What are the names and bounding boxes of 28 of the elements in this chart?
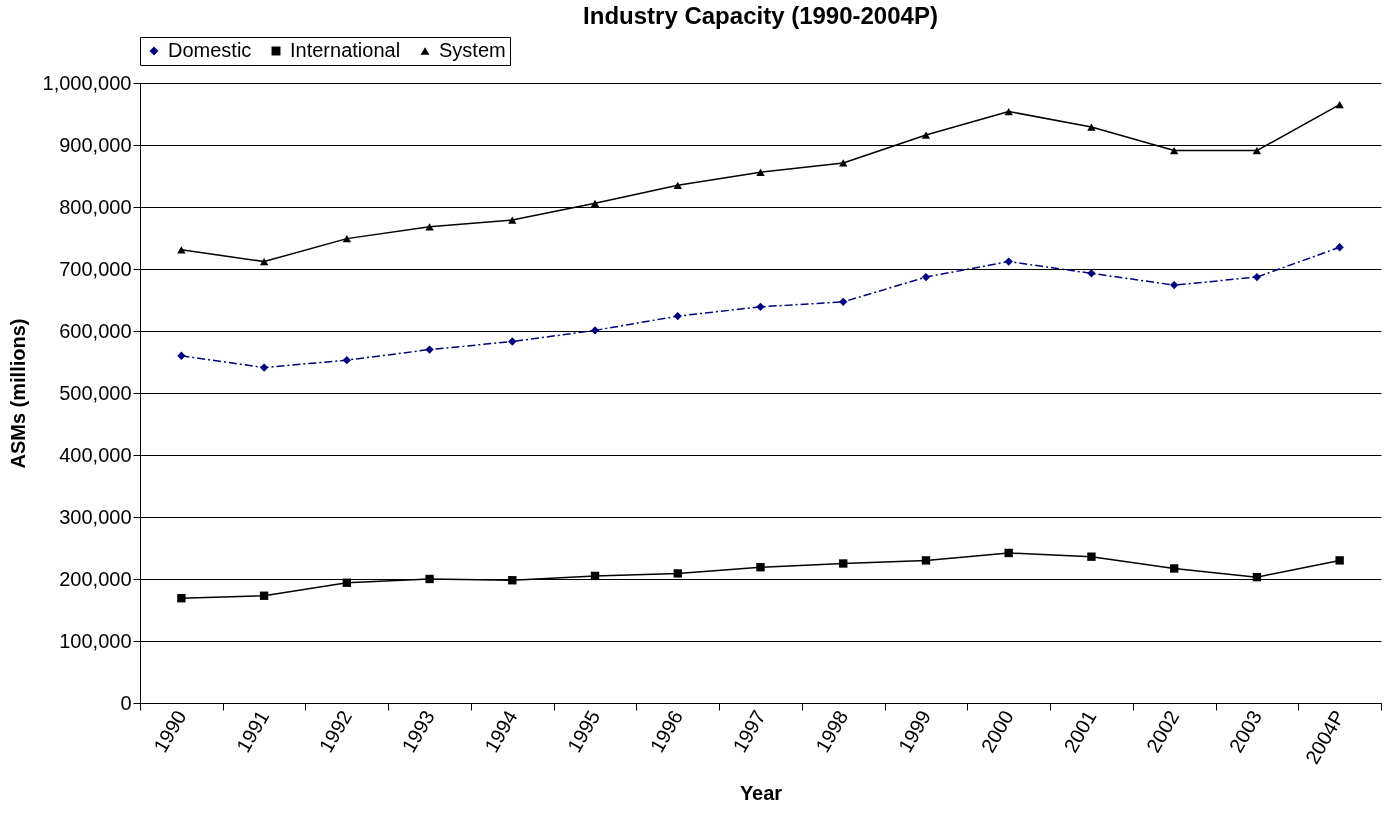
y-axis-title: ASMs (millions) bbox=[6, 318, 29, 469]
x-axis-title: Year bbox=[739, 781, 783, 804]
y-tick-label: 900,000 bbox=[59, 133, 132, 156]
y-tick-label: 400,000 bbox=[59, 443, 132, 466]
point bbox=[839, 559, 848, 568]
point bbox=[1335, 243, 1344, 252]
y-tick-label: 500,000 bbox=[59, 381, 132, 404]
y-tick-label: 200,000 bbox=[59, 567, 132, 590]
legend-label: Domestic bbox=[168, 39, 252, 61]
y-tick-label: 100,000 bbox=[59, 629, 132, 652]
y-tick-label: 1,000,000 bbox=[42, 71, 132, 94]
chart-title: Industry Capacity (1990-2004P) bbox=[583, 1, 938, 29]
point bbox=[1087, 552, 1096, 561]
point bbox=[1335, 556, 1344, 565]
y-tick-label: 800,000 bbox=[59, 195, 132, 218]
legend-label: System bbox=[439, 39, 506, 61]
point bbox=[508, 337, 517, 346]
point bbox=[1252, 272, 1262, 282]
legend-label: International bbox=[290, 39, 401, 61]
point bbox=[839, 297, 848, 307]
point bbox=[1087, 123, 1096, 131]
point bbox=[425, 345, 434, 354]
y-tick-label: 700,000 bbox=[59, 257, 132, 280]
point bbox=[1169, 280, 1179, 290]
y-tick-label: 0 bbox=[120, 691, 132, 714]
y-tick-label: 300,000 bbox=[59, 505, 132, 528]
point bbox=[921, 272, 931, 282]
y-tick-label: 600,000 bbox=[59, 319, 132, 342]
